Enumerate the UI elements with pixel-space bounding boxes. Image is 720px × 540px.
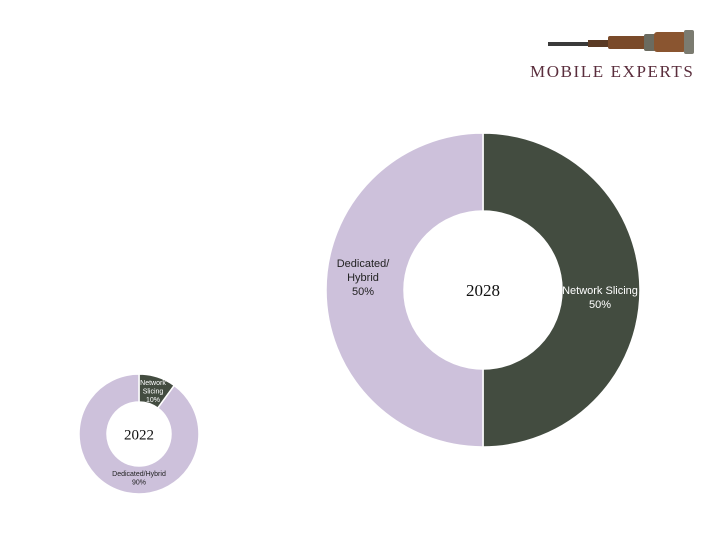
center-label-2022: 2022 [124,427,154,443]
slice-dedicated-hybrid-2022 [78,373,200,495]
center-label-2028: 2028 [466,281,500,300]
telescope-icon [548,30,694,54]
data-label-network-slicing-2022: Network Slicing 10% [140,380,166,404]
brand-logo: MOBILE EXPERTS [530,28,712,84]
donut-2022: Network Slicing 10% Dedicated/Hybrid 90% 2022 [78,373,200,495]
data-label-dedicated-hybrid-2022: Dedicated/Hybrid 90% [112,471,166,487]
brand-name: MOBILE EXPERTS [530,62,695,81]
donut-2028: Network Slicing 50% Dedicated/Hybrid 50% 202… [325,132,641,448]
data-label-network-slicing-2028: Network Slicing 50% [562,285,638,311]
slice-dedicated-hybrid-2028 [325,132,484,448]
data-label-dedicated-hybrid-2028: Dedicated/Hybrid 50% [337,258,391,298]
slice-network-slicing-2028 [482,132,641,448]
